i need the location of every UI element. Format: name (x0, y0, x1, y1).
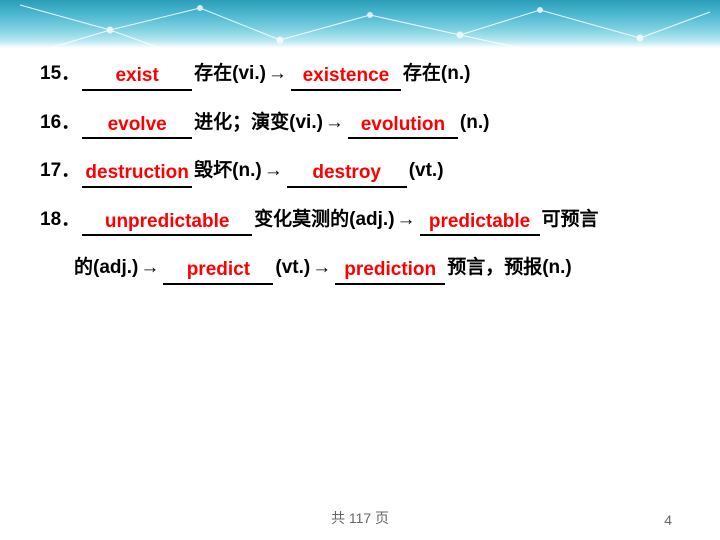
fill-blank: destroy (287, 157, 407, 188)
arrow-icon: → (312, 254, 331, 283)
label-text: (vt.) (275, 254, 310, 283)
answer-text: destroy (312, 162, 381, 183)
label-text: 进化；演变(vi.) (194, 109, 323, 138)
vocab-line: 的(adj.)→predict(vt.)→prediction预言，预报(n.) (40, 254, 680, 285)
label-text: 存在(n.) (403, 60, 471, 89)
vocab-line: 18． unpredictable 变化莫测的(adj.)→ predictable 可… (40, 206, 680, 237)
answer-text: predictable (429, 211, 530, 232)
fill-blank: predictable (420, 206, 540, 237)
fill-blank: exist (82, 60, 192, 91)
answer-text: predict (187, 259, 250, 280)
label-text: 变化莫测的(adj.) (254, 206, 394, 235)
fill-blank: unpredictable (82, 206, 252, 237)
answer-text: prediction (344, 259, 436, 280)
arrow-icon: → (268, 60, 287, 89)
fill-blank: prediction (335, 254, 445, 285)
fill-blank: evolution (348, 109, 458, 140)
line-number: 17． (40, 157, 80, 186)
total-suffix: 页 (375, 510, 389, 526)
fill-blank: evolve (82, 109, 192, 140)
fill-blank: predict (163, 254, 273, 285)
content-area: 15．exist存在(vi.)→existence存在(n.)16．evolve… (0, 48, 720, 285)
label-text: (n.) (460, 109, 490, 138)
answer-text: evolution (361, 114, 445, 135)
label-text: 毁坏(n.) (194, 157, 262, 186)
arrow-icon: → (264, 157, 283, 186)
answer-text: unpredictable (105, 211, 230, 232)
answer-text: evolve (108, 114, 167, 135)
footer-page-total: 共 117 页 (0, 508, 720, 528)
arrow-icon: → (140, 254, 159, 283)
label-text: 的(adj.) (74, 254, 138, 283)
total-pages: 117 (349, 510, 371, 526)
vocab-line: 17．destruction 毁坏(n.)→ destroy (vt.) (40, 157, 680, 188)
answer-text: exist (115, 65, 158, 86)
network-lines-decoration (0, 0, 720, 48)
total-prefix: 共 (331, 510, 345, 526)
vocab-line: 15． exist 存在(vi.)→ existence 存在(n.) (40, 60, 680, 91)
answer-text: destruction (85, 162, 188, 183)
page-number: 4 (664, 512, 672, 528)
label-text: (vt.) (409, 157, 444, 186)
arrow-icon: → (325, 109, 344, 138)
fill-blank: existence (291, 60, 401, 91)
line-number: 16． (40, 109, 80, 138)
answer-text: existence (303, 65, 390, 86)
decorative-top-border (0, 0, 720, 48)
arrow-icon: → (397, 206, 416, 235)
label-text: 预言，预报(n.) (447, 254, 572, 283)
vocab-line: 16． evolve 进化；演变(vi.)→ evolution (n.) (40, 109, 680, 140)
line-number: 15． (40, 60, 80, 89)
label-text: 可预言 (542, 206, 599, 235)
line-number: 18． (40, 206, 80, 235)
fill-blank: destruction (82, 157, 192, 188)
label-text: 存在(vi.) (194, 60, 266, 89)
